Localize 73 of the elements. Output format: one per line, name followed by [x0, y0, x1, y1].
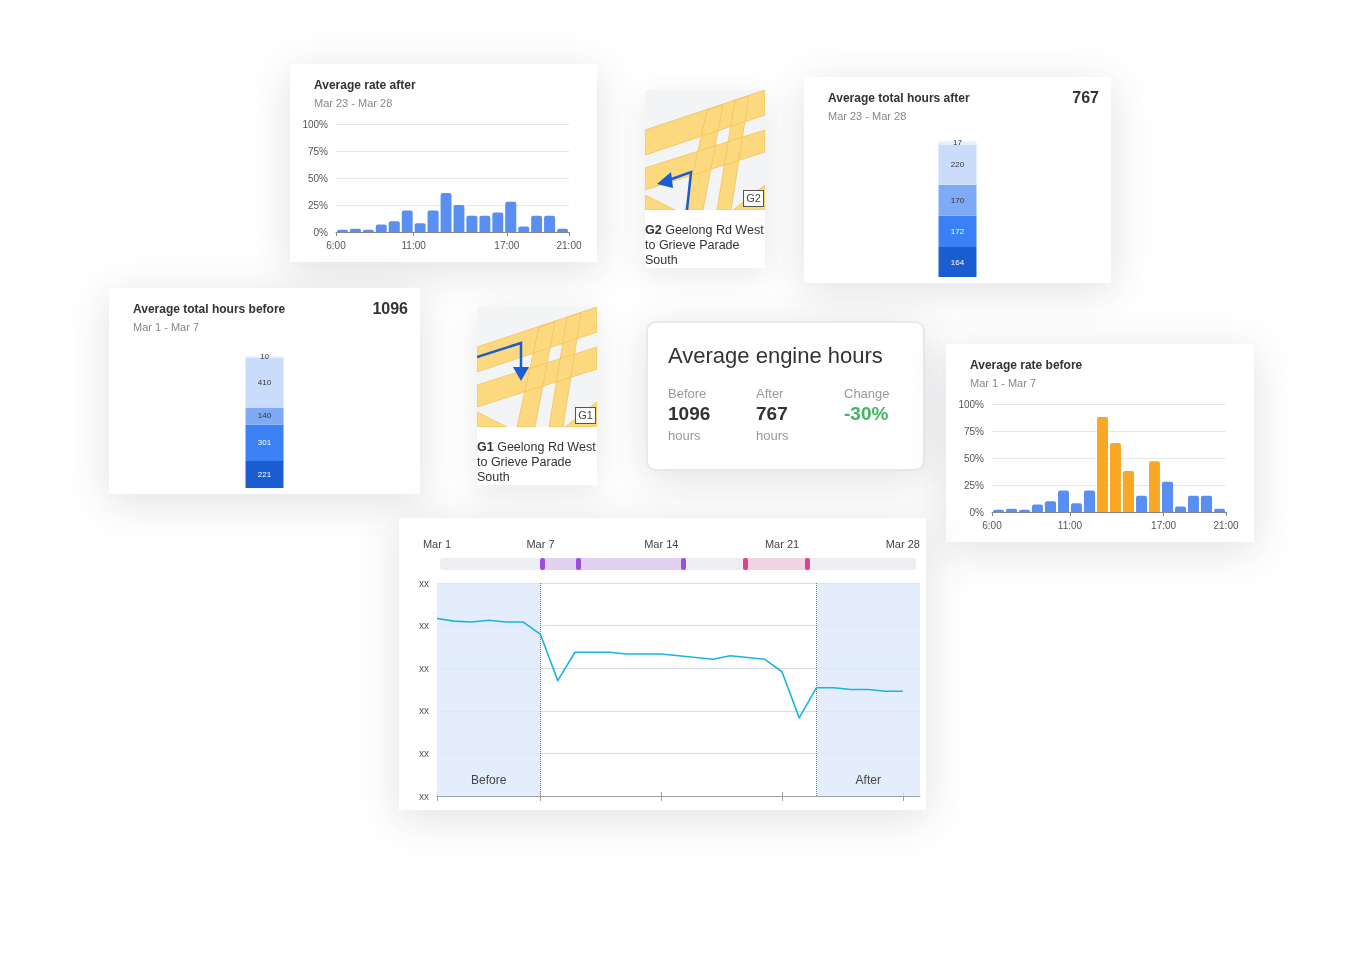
x-tick-label: 21:00: [556, 239, 582, 251]
y-tick-label: 50%: [963, 452, 985, 464]
chart-subtitle: Mar 23 - Mar 28: [314, 97, 393, 109]
data-label: 410: [257, 378, 272, 388]
chart-subtitle: Mar 1 - Mar 7: [133, 321, 200, 333]
text: Before: [668, 386, 707, 401]
band-label: After: [855, 773, 881, 787]
text: xx: [419, 620, 429, 632]
text: xx: [419, 790, 429, 802]
x-tick-label: Mar 1: [422, 537, 452, 550]
y-tick-label: 75%: [963, 425, 985, 437]
text: xx: [419, 747, 429, 759]
chart-title: Average rate before: [970, 358, 1083, 372]
text: hours: [668, 428, 701, 443]
text: G2: [743, 190, 764, 207]
bar: [245, 357, 284, 408]
bar: [245, 461, 284, 488]
chart-title: Average total hours after: [828, 91, 970, 105]
chart-title: Average total hours before: [133, 302, 286, 316]
bar: [938, 141, 977, 145]
chart-subtitle: Mar 1 - Mar 7: [970, 377, 1037, 389]
text: xx: [419, 705, 429, 717]
x-tick-label: 17:00: [1151, 519, 1177, 531]
x-tick-label: Mar 21: [764, 537, 800, 550]
text: xx: [419, 577, 429, 589]
text: hours: [756, 428, 789, 443]
text: 767: [1072, 89, 1099, 107]
data-label: 172: [950, 226, 965, 236]
text: -30%: [844, 403, 889, 425]
bar: [938, 215, 977, 248]
y-tick-label: 0%: [313, 226, 329, 238]
x-tick-label: 11:00: [1057, 519, 1083, 531]
text: G1: [575, 407, 596, 424]
x-tick-label: 6:00: [982, 519, 1003, 531]
band-label: Before: [471, 773, 507, 787]
y-tick-label: 25%: [963, 479, 985, 491]
bar: [938, 247, 977, 277]
y-tick-label: 100%: [302, 118, 329, 130]
text: G2: [645, 223, 662, 237]
x-tick-label: 17:00: [494, 239, 520, 251]
data-label: 164: [950, 257, 965, 267]
data-label: 140: [257, 411, 272, 421]
text: Average engine hours: [668, 343, 883, 369]
bar: [245, 407, 284, 425]
x-tick-label: Mar 7: [526, 537, 555, 550]
text: xx: [419, 662, 429, 674]
text: Change: [844, 386, 890, 401]
x-tick-label: Mar 14: [644, 537, 679, 550]
data-label: 220: [950, 160, 965, 170]
y-tick-label: 100%: [958, 398, 985, 410]
y-tick-label: 25%: [307, 199, 329, 211]
bar: [938, 144, 977, 185]
data-label: 170: [950, 195, 965, 205]
bar: [245, 424, 284, 462]
data-label: 221: [257, 470, 272, 480]
x-tick-label: 6:00: [326, 239, 347, 251]
x-tick-label: Mar 28: [885, 537, 920, 550]
text: 1096: [372, 300, 408, 318]
bar: [938, 184, 977, 216]
text: 1096: [668, 403, 711, 425]
y-tick-label: 50%: [307, 172, 329, 184]
x-tick-label: 11:00: [401, 239, 427, 251]
text: After: [756, 386, 784, 401]
data-label: 10: [260, 352, 270, 362]
data-label: 301: [257, 438, 272, 448]
text: G1: [477, 440, 494, 454]
text: 767: [756, 403, 788, 425]
x-tick-label: 21:00: [1213, 519, 1239, 531]
y-tick-label: 0%: [969, 506, 985, 518]
chart-title: Average rate after: [314, 78, 416, 92]
y-tick-label: 75%: [307, 145, 329, 157]
data-label: 17: [953, 138, 963, 148]
chart-subtitle: Mar 23 - Mar 28: [828, 110, 907, 122]
